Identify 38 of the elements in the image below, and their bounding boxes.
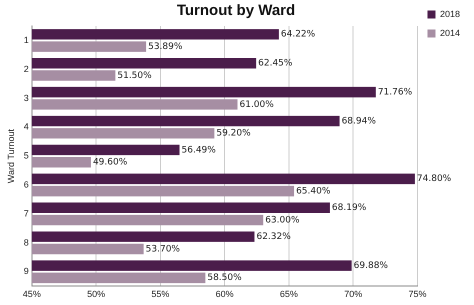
data-label: 64.22% (280, 30, 316, 40)
y-tick-label: 5 (24, 150, 29, 161)
data-label: 61.00% (240, 100, 274, 110)
data-label: 63.00% (265, 215, 300, 226)
x-tick-label: 55% (151, 289, 170, 300)
y-tick-label: 1 (24, 34, 29, 45)
data-label: 65.40% (296, 186, 331, 196)
x-tick-label: 45% (22, 289, 41, 300)
data-label: 59.20% (216, 128, 252, 139)
x-tick-label: 65% (280, 289, 298, 300)
y-axis-title: Ward Turnout (6, 128, 16, 184)
y-tick-label: 2 (24, 64, 29, 74)
data-label: 51.50% (117, 70, 152, 81)
data-label: 68.19% (332, 203, 367, 214)
y-tick-label: 4 (24, 122, 29, 132)
y-tick-label: 6 (24, 179, 29, 190)
data-label: 68.94% (342, 116, 376, 126)
x-tick-label: 60% (216, 289, 234, 300)
data-label: 62.32% (256, 232, 292, 242)
x-tick-label: 70% (344, 289, 362, 300)
legend-label: 2014 (440, 28, 460, 38)
data-label: 62.45% (258, 58, 293, 69)
x-tick-label: 75% (408, 289, 426, 300)
y-tick-label: 7 (24, 208, 29, 218)
y-tick-label: 3 (24, 92, 29, 103)
chart-title: Turnout by Ward (176, 2, 296, 20)
data-label: 58.50% (207, 273, 242, 284)
data-label: 56.49% (182, 145, 216, 156)
data-label: 53.89% (148, 42, 183, 52)
y-tick-label: 9 (24, 266, 29, 276)
data-label: 74.80% (416, 174, 452, 184)
legend-label: 2018 (440, 8, 460, 19)
y-tick-label: 8 (24, 237, 29, 248)
data-label: 49.60% (92, 158, 128, 168)
data-label: 53.70% (146, 244, 180, 254)
data-label: 69.88% (354, 260, 388, 271)
data-label: 71.76% (378, 87, 413, 98)
x-tick-label: 50% (87, 289, 106, 300)
